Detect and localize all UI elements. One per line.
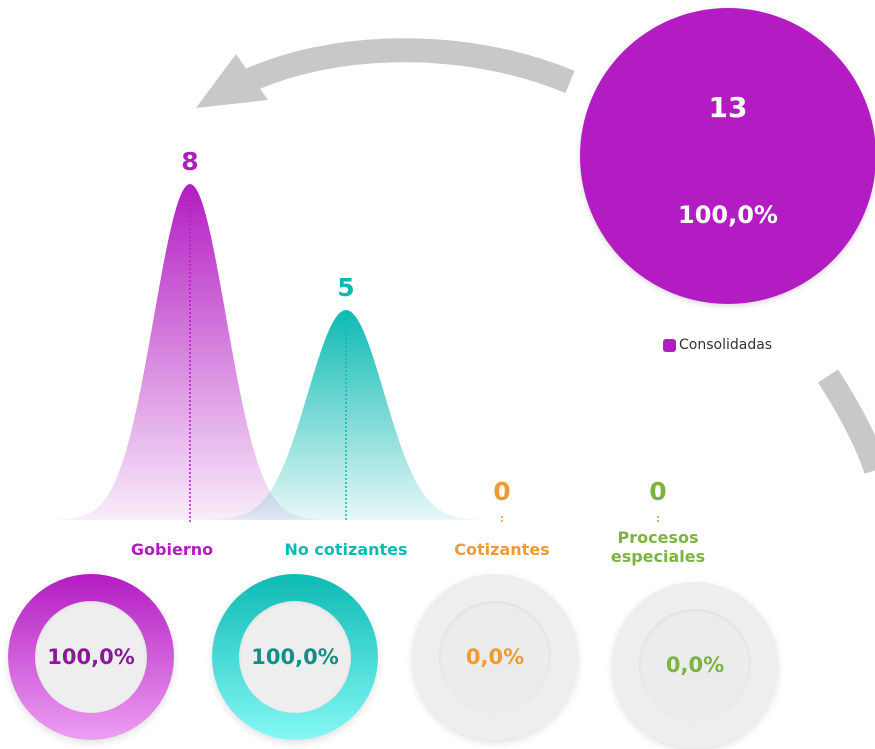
percent-ring-inner — [439, 601, 551, 713]
value-label-gobierno: 8 — [181, 147, 198, 176]
percent-ring-inner — [35, 601, 147, 713]
percent-ring-inner — [639, 609, 751, 721]
category-label-cotizantes: Cotizantes — [454, 540, 550, 559]
total-circle: 13 100,0% — [580, 8, 875, 304]
legend[interactable]: Consolidadas — [663, 337, 772, 353]
total-percent: 100,0% — [678, 201, 778, 229]
percent-value-procesos: 0,0% — [665, 653, 725, 677]
arrow-top-head — [196, 54, 268, 108]
value-label-procesos: 0 — [649, 477, 666, 506]
percent-ring-no_cotizantes: 100,0% — [212, 574, 378, 740]
legend-label: Consolidadas — [679, 337, 773, 353]
legend-swatch — [663, 338, 676, 352]
category-label-gobierno: Gobierno — [130, 540, 214, 559]
category-label-no_cotizantes: No cotizantes — [284, 540, 408, 559]
percent-value-no_cotizantes: 100,0% — [251, 645, 339, 669]
arrow-right — [817, 369, 875, 474]
percent-ring-gobierno: 100,0% — [8, 574, 174, 740]
value-label-cotizantes: 0 — [493, 477, 510, 506]
value-label-no_cotizantes: 5 — [337, 273, 354, 302]
category-label-procesos: Procesos especiales — [610, 528, 706, 566]
arrow-top — [245, 38, 575, 94]
total-value: 13 — [708, 91, 748, 124]
percent-ring-cotizantes: 0,0% — [412, 574, 578, 740]
bell-gobierno — [46, 184, 334, 520]
percent-value-gobierno: 100,0% — [47, 645, 135, 669]
percent-value-cotizantes: 0,0% — [465, 645, 525, 669]
percent-ring-inner — [239, 601, 351, 713]
percent-ring-procesos: 0,0% — [612, 582, 778, 748]
